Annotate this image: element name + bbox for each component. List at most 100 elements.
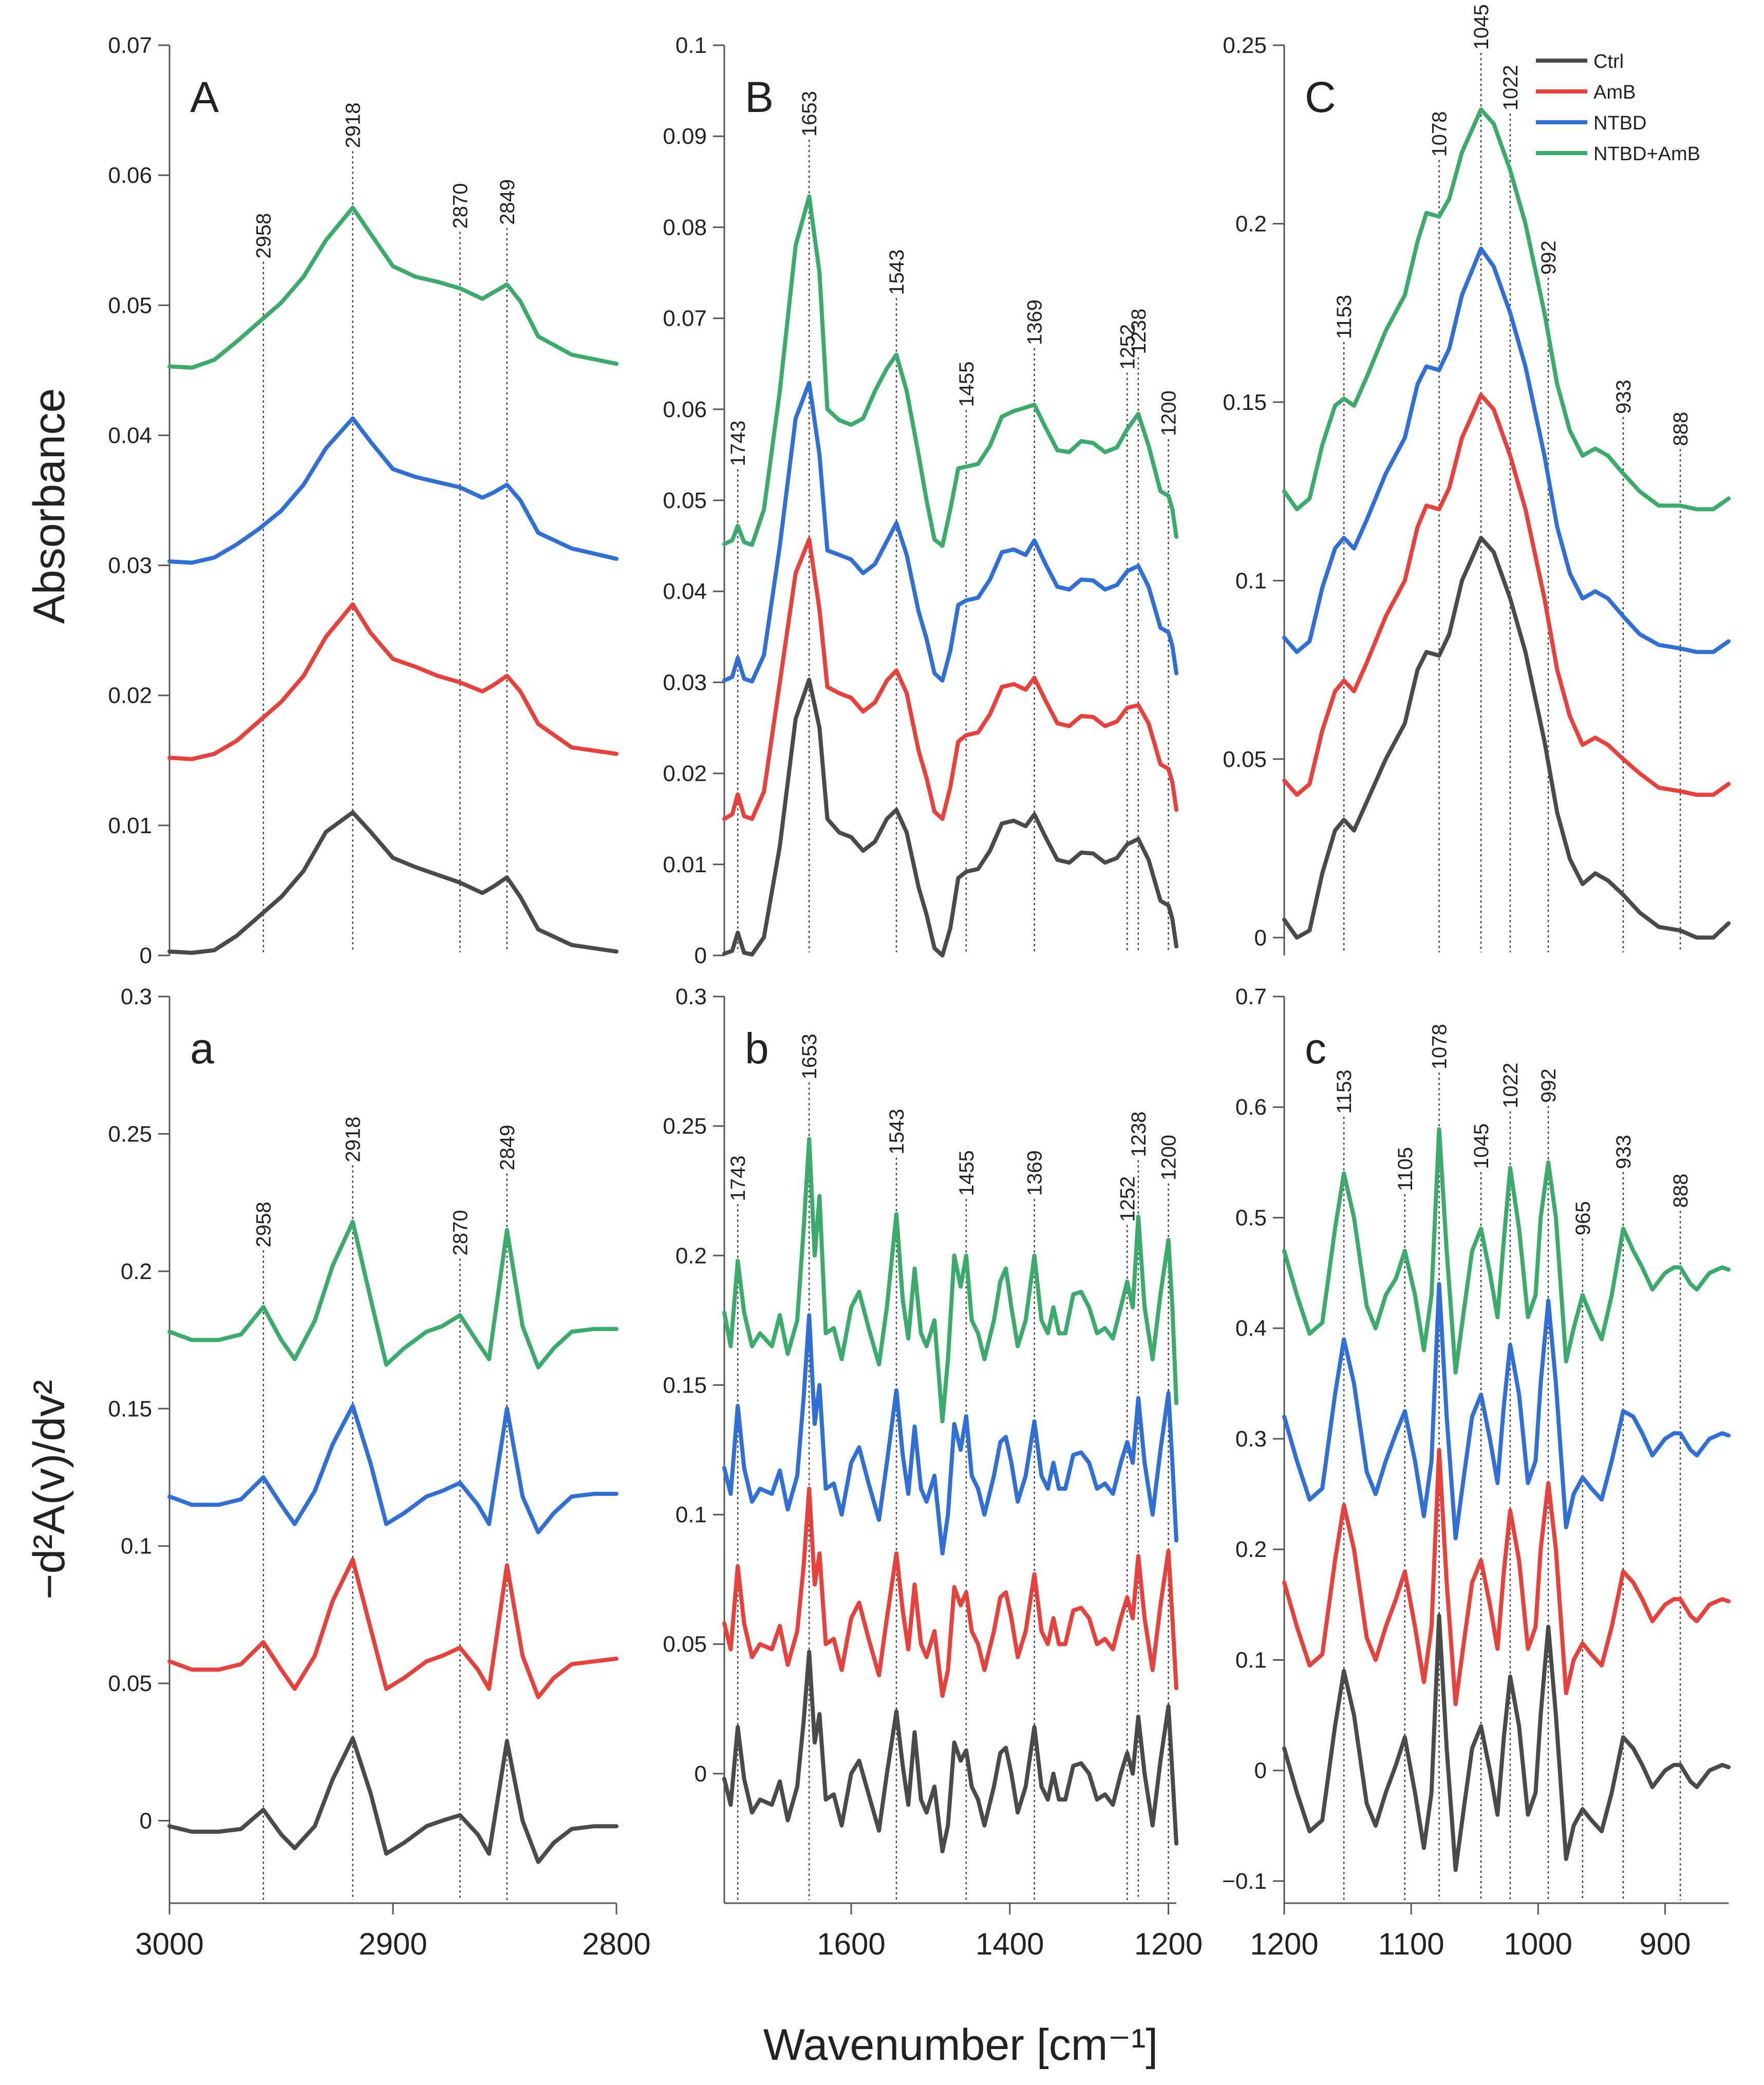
peak-label: 1455 bbox=[955, 361, 978, 407]
peak-label: 2958 bbox=[253, 213, 275, 259]
panel-C: 0 0.05 0.1 0.15 0.2 0.25 C 1153 1078 1045 1022 992 9… bbox=[1223, 4, 1731, 955]
panel-letter: B bbox=[745, 73, 774, 121]
series-line-ntbd bbox=[167, 1403, 618, 1534]
peak-label: 2958 bbox=[253, 1201, 275, 1247]
peak-label: 933 bbox=[1612, 1135, 1635, 1169]
y-tick-label: 0 bbox=[1254, 1758, 1267, 1783]
legend-label-ntbd-amb: NTBD+AmB bbox=[1593, 143, 1700, 165]
series-line-ntbd-amb bbox=[722, 1137, 1178, 1423]
peak-label: 1078 bbox=[1429, 111, 1451, 157]
y-tick-label: 0.01 bbox=[663, 852, 707, 877]
y-tick-label: 0.05 bbox=[663, 488, 707, 513]
panel-A: 0 0.01 0.02 0.03 0.04 0.05 0.06 0.07 A 2958 2918 28… bbox=[108, 33, 618, 968]
legend-label-ctrl: Ctrl bbox=[1593, 51, 1624, 72]
y-tick-label: 0.06 bbox=[108, 163, 152, 188]
x-tick-label: 2900 bbox=[359, 1927, 427, 1961]
series-line-ntbd bbox=[722, 381, 1178, 684]
x-axis-title: Wavenumber [cm⁻¹] bbox=[763, 2020, 1158, 2070]
series-line-ntbd-amb bbox=[167, 1219, 618, 1369]
peak-label: 1153 bbox=[1333, 1069, 1356, 1114]
y-tick-label: 0.4 bbox=[1235, 1316, 1267, 1341]
y-tick-label: 0.15 bbox=[108, 1396, 152, 1421]
y-tick-label: 0.1 bbox=[121, 1534, 152, 1559]
y-tick-label: 0.05 bbox=[1223, 747, 1267, 772]
x-tick-label: 1100 bbox=[1378, 1927, 1444, 1961]
series-line-ntbd-amb bbox=[1282, 1127, 1731, 1375]
peak-label: 1653 bbox=[798, 1034, 821, 1079]
peak-label: 992 bbox=[1537, 240, 1560, 275]
y-tick-label: 0 bbox=[140, 1809, 152, 1834]
series-line-ctrl bbox=[1282, 1613, 1731, 1872]
panel-letter: A bbox=[190, 73, 219, 121]
peak-label: 1743 bbox=[727, 421, 749, 466]
y-tick-label: 0.1 bbox=[1235, 568, 1267, 593]
y-tick-label: 0.04 bbox=[663, 579, 707, 604]
y-tick-label: −0.1 bbox=[1222, 1869, 1267, 1894]
peak-label: 1543 bbox=[886, 249, 908, 295]
peak-label: 1543 bbox=[886, 1109, 908, 1155]
peak-label: 1743 bbox=[727, 1155, 749, 1201]
x-tick-label: 1400 bbox=[975, 1927, 1044, 1961]
peak-label: 2918 bbox=[342, 1117, 365, 1162]
series-line-ctrl bbox=[1282, 536, 1731, 940]
panel-letter: c bbox=[1305, 1024, 1326, 1073]
y-tick-label: 0.02 bbox=[663, 761, 707, 786]
peak-label: 1252 bbox=[1116, 324, 1139, 370]
peak-label: 1200 bbox=[1158, 1135, 1180, 1180]
series-line-ctrl bbox=[167, 1736, 618, 1864]
peak-label: 2870 bbox=[449, 1210, 472, 1255]
series-line-ntbd bbox=[1282, 1282, 1731, 1541]
y-tick-label: 0.06 bbox=[663, 397, 707, 422]
y-tick-label: 0.2 bbox=[675, 1243, 707, 1268]
peak-label: 965 bbox=[1572, 1201, 1594, 1235]
series-line-ntbd-amb bbox=[1282, 107, 1731, 512]
y-tick-label: 0.03 bbox=[663, 670, 707, 695]
y-tick-label: 0.25 bbox=[108, 1121, 152, 1147]
y-tick-label: 0.04 bbox=[108, 423, 152, 448]
peak-label: 2918 bbox=[342, 102, 365, 148]
legend: Ctrl AmB NTBD NTBD+AmB bbox=[1536, 51, 1700, 165]
series-line-amb bbox=[722, 537, 1178, 821]
series-line-ntbd-amb bbox=[722, 194, 1178, 548]
y-tick-label: 0.25 bbox=[1223, 33, 1267, 58]
peak-label: 1238 bbox=[1128, 309, 1150, 354]
x-tick-label: 1200 bbox=[1250, 1927, 1318, 1961]
peak-label: 1238 bbox=[1128, 1112, 1150, 1157]
series-line-amb bbox=[722, 1487, 1178, 1698]
y-tick-label: 0 bbox=[1254, 925, 1267, 950]
y-tick-label: 0.07 bbox=[663, 306, 707, 331]
panel-letter: C bbox=[1305, 73, 1336, 121]
x-tick-label: 900 bbox=[1639, 1927, 1691, 1961]
y-axis-title-bottom: −d²A(v)/dv² bbox=[25, 1380, 74, 1600]
x-tick-label: 2800 bbox=[582, 1927, 650, 1961]
y-tick-label: 0.09 bbox=[663, 124, 707, 149]
series-line-ntbd bbox=[167, 416, 618, 565]
x-tick-label: 1200 bbox=[1134, 1927, 1203, 1961]
y-tick-label: 0.3 bbox=[675, 984, 707, 1009]
y-tick-label: 0.15 bbox=[1223, 390, 1267, 415]
peak-label: 2870 bbox=[449, 183, 472, 229]
y-tick-label: 0.01 bbox=[108, 813, 152, 838]
peak-label: 2849 bbox=[496, 1125, 519, 1171]
legend-label-ntbd: NTBD bbox=[1593, 112, 1646, 134]
peak-label: 992 bbox=[1537, 1068, 1560, 1103]
x-tick-label: 1000 bbox=[1504, 1927, 1572, 1961]
y-tick-label: 0.03 bbox=[108, 553, 152, 578]
y-tick-label: 0.15 bbox=[663, 1373, 707, 1398]
peak-label: 1455 bbox=[955, 1150, 978, 1196]
peak-label: 1078 bbox=[1429, 1024, 1451, 1069]
legend-label-amb: AmB bbox=[1593, 82, 1636, 103]
y-tick-label: 0 bbox=[695, 943, 707, 968]
peak-label: 1045 bbox=[1470, 1123, 1493, 1169]
peak-label: 1369 bbox=[1024, 299, 1046, 345]
peak-label: 1045 bbox=[1470, 4, 1493, 50]
y-tick-label: 0 bbox=[140, 943, 152, 968]
y-tick-label: 0.2 bbox=[1235, 1537, 1267, 1562]
y-tick-label: 0 bbox=[695, 1761, 707, 1787]
peak-label: 1153 bbox=[1333, 295, 1356, 339]
y-tick-label: 0.07 bbox=[108, 33, 152, 58]
series-line-ntbd-amb bbox=[167, 205, 618, 370]
y-tick-label: 0.05 bbox=[108, 1671, 152, 1696]
series-line-ctrl bbox=[722, 1649, 1178, 1854]
